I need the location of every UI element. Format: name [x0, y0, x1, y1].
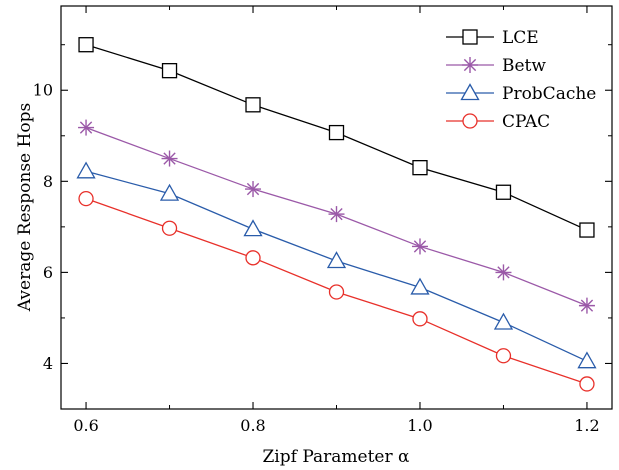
legend-label: LCE	[502, 28, 539, 48]
x-tick-label: 0.8	[240, 416, 265, 435]
legend-label: Betw	[502, 56, 546, 76]
data-point-cpac	[328, 284, 345, 300]
data-point-betw	[495, 264, 512, 281]
data-point-cpac	[78, 190, 94, 207]
legend-marker-betw	[462, 57, 478, 73]
series-probcache	[76, 161, 597, 369]
x-tick-label: 1.2	[574, 416, 599, 435]
data-point-probcache	[243, 219, 263, 237]
data-point-probcache	[76, 161, 96, 179]
y-axis-label: Average Response Hops	[15, 103, 35, 312]
data-point-probcache	[577, 351, 597, 369]
y-tick-label: 10	[33, 81, 53, 100]
y-tick-label: 8	[43, 172, 53, 191]
data-point-cpac	[245, 250, 261, 266]
y-axis-ticks: 4 6 8 10	[33, 44, 612, 410]
data-point-lce	[161, 63, 178, 79]
data-point-cpac	[161, 220, 178, 236]
data-point-lce	[495, 184, 512, 200]
x-tick-label: 0.6	[73, 416, 98, 435]
y-tick-label: 6	[43, 263, 53, 282]
data-point-lce	[78, 37, 94, 53]
data-point-cpac	[579, 376, 595, 392]
data-point-probcache	[159, 183, 180, 201]
data-point-lce	[245, 97, 261, 113]
data-point-betw	[328, 206, 345, 223]
legend-marker-probcache	[460, 83, 480, 101]
series-betw	[78, 119, 595, 314]
series-cpac	[78, 190, 595, 392]
legend-item-lce: LCE	[446, 28, 539, 48]
data-point-betw	[78, 119, 95, 136]
series-lce	[78, 37, 595, 238]
data-point-cpac	[412, 311, 428, 327]
legend-item-betw: Betw	[446, 56, 546, 76]
data-point-betw	[578, 297, 595, 314]
data-point-betw	[245, 181, 262, 198]
data-point-lce	[412, 160, 428, 176]
legend-marker-cpac	[462, 113, 478, 129]
x-axis-ticks: 0.6 0.8 1.0 1.2	[73, 6, 600, 435]
legend-label: ProbCache	[502, 84, 596, 104]
y-tick-label: 4	[43, 354, 53, 373]
data-point-probcache	[326, 251, 347, 269]
data-point-betw	[161, 150, 178, 167]
legend-item-probcache: ProbCache	[446, 83, 596, 104]
legend-marker-lce	[462, 29, 478, 45]
data-point-cpac	[495, 348, 512, 364]
legend-item-cpac: CPAC	[446, 112, 550, 132]
data-point-lce	[328, 124, 345, 141]
x-tick-label: 1.0	[407, 416, 432, 435]
data-point-probcache	[493, 312, 514, 330]
data-point-probcache	[410, 277, 430, 295]
data-point-betw	[411, 238, 428, 255]
x-axis-label: Zipf Parameter α	[263, 447, 411, 467]
data-point-lce	[579, 222, 595, 238]
legend: LCE Betw ProbCache CPAC	[446, 28, 596, 132]
legend-label: CPAC	[502, 112, 550, 132]
series-layer	[76, 37, 597, 392]
